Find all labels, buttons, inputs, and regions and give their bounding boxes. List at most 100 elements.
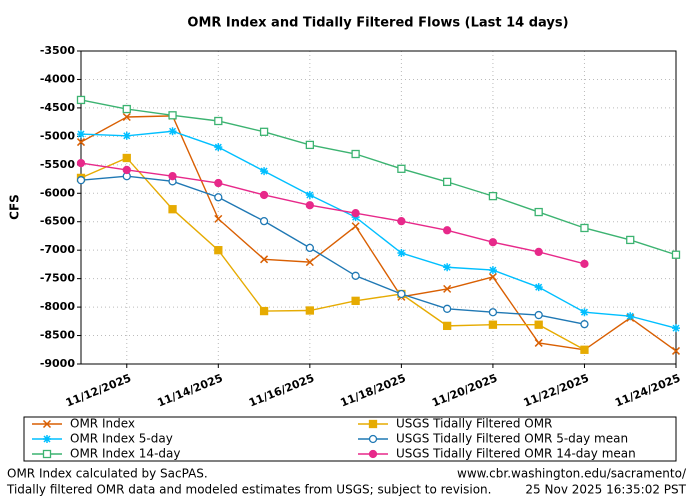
marker: [397, 249, 406, 258]
marker: [122, 112, 131, 122]
marker: [42, 449, 52, 459]
marker: [368, 419, 378, 429]
series-line: [80, 115, 677, 352]
marker: [580, 308, 589, 317]
legend-label: OMR Index 14-day: [70, 447, 180, 461]
marker: [488, 272, 497, 281]
x-tick-label: 11/16/2025: [247, 372, 316, 410]
marker: [488, 191, 498, 201]
marker: [168, 127, 177, 136]
marker: [305, 190, 314, 199]
y-tick-label: -8000: [40, 300, 76, 313]
marker: [122, 153, 131, 163]
marker: [580, 223, 589, 233]
series-line: [80, 157, 585, 351]
series-line: [80, 130, 677, 329]
x-tick-label: 11/12/2025: [64, 372, 133, 410]
marker: [77, 130, 85, 139]
y-tick-label: -6000: [40, 186, 76, 199]
y-tick-label: -5000: [40, 129, 76, 142]
marker: [580, 345, 589, 354]
marker: [76, 95, 86, 105]
footnote: Tidally filtered OMR data and modeled es…: [6, 483, 491, 497]
marker: [168, 205, 177, 214]
marker: [534, 320, 543, 329]
legend-label: USGS Tidally Filtered OMR 14-day mean: [396, 447, 636, 461]
marker: [305, 140, 314, 150]
marker: [443, 263, 452, 272]
source-url: www.cbr.washington.edu/sacramento/: [457, 467, 687, 481]
marker: [214, 143, 223, 152]
marker: [305, 201, 314, 210]
y-tick-label: -7000: [40, 243, 76, 256]
legend-label: OMR Index: [70, 417, 135, 431]
marker: [580, 259, 589, 268]
marker: [214, 214, 223, 223]
marker: [259, 306, 269, 316]
marker: [214, 178, 223, 188]
marker: [214, 246, 223, 255]
y-tick-label: -4500: [40, 101, 76, 114]
marker: [122, 104, 131, 114]
marker: [443, 321, 452, 331]
plot-frame: [80, 50, 677, 365]
marker: [351, 271, 360, 280]
series-line: [80, 99, 677, 256]
marker: [488, 308, 498, 317]
marker: [534, 283, 543, 292]
x-tick-label: 11/14/2025: [155, 372, 224, 410]
marker: [534, 247, 543, 257]
marker: [260, 255, 269, 264]
legend-label: USGS Tidally Filtered OMR 5-day mean: [396, 432, 628, 446]
y-axis-label: CFS: [8, 194, 22, 220]
y-tick-label: -3500: [40, 44, 76, 57]
marker: [534, 338, 543, 347]
y-tick-label: -6500: [40, 215, 76, 228]
marker: [214, 116, 223, 126]
marker: [351, 209, 360, 218]
x-tick-label: 11/18/2025: [339, 372, 408, 410]
x-tick-label: 11/24/2025: [613, 372, 682, 410]
x-tick-label: 11/20/2025: [430, 372, 499, 410]
marker: [168, 111, 177, 120]
marker: [305, 243, 314, 253]
marker: [488, 320, 498, 329]
marker: [443, 226, 452, 235]
legend-label: OMR Index 5-day: [70, 432, 173, 446]
marker: [305, 258, 314, 267]
marker: [671, 346, 681, 355]
marker: [626, 235, 635, 245]
footnote: OMR Index calculated by SacPAS.: [7, 467, 208, 481]
marker: [626, 312, 635, 321]
series-line: [80, 175, 585, 325]
legend-label: USGS Tidally Filtered OMR: [396, 417, 552, 431]
marker: [671, 250, 681, 259]
marker: [122, 131, 131, 140]
y-tick-label: -9000: [40, 357, 76, 370]
series-line: [80, 162, 585, 265]
x-tick-label: 11/22/2025: [522, 372, 591, 410]
marker: [168, 172, 177, 181]
marker: [214, 193, 223, 202]
marker: [534, 310, 543, 320]
marker: [397, 289, 406, 299]
marker: [397, 217, 406, 226]
marker: [351, 149, 360, 159]
marker: [42, 419, 52, 429]
marker: [397, 164, 406, 173]
marker: [351, 296, 360, 305]
marker: [43, 435, 51, 443]
marker: [534, 207, 543, 217]
marker: [351, 222, 360, 231]
marker: [672, 324, 680, 333]
marker: [305, 306, 314, 315]
marker: [259, 127, 269, 136]
marker: [76, 138, 86, 147]
legend-box: [23, 416, 677, 462]
chart-title: OMR Index and Tidally Filtered Flows (La…: [187, 16, 568, 31]
timestamp: 25 Nov 2025 16:35:02 PST: [525, 483, 686, 497]
marker: [260, 167, 269, 176]
y-tick-label: -7500: [40, 272, 76, 285]
marker: [76, 158, 86, 168]
